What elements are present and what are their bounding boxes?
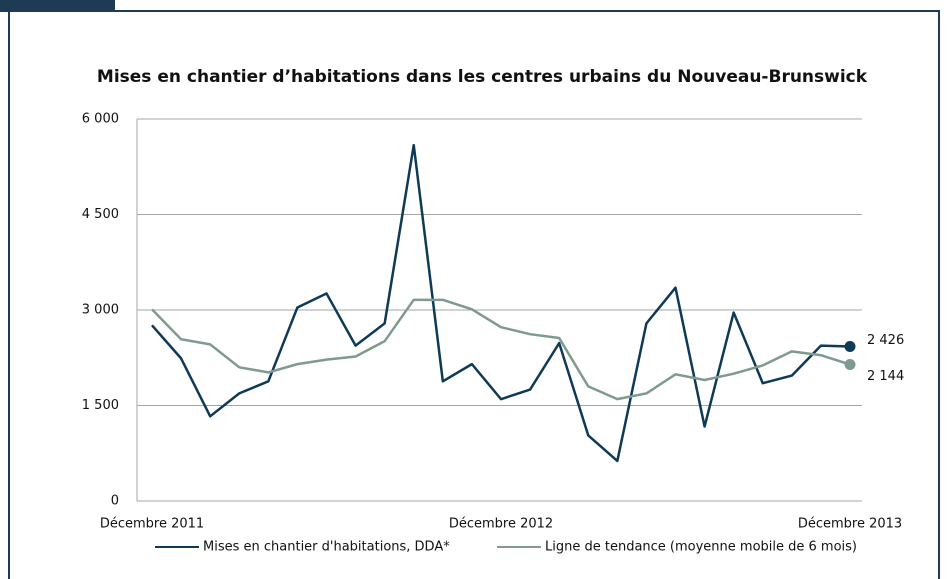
- x-tick-label: Décembre 2012: [449, 517, 553, 532]
- x-tick-label: Décembre 2011: [100, 517, 204, 532]
- series-line: [151, 143, 851, 463]
- y-tick-label: 6 000: [82, 112, 119, 127]
- chart-title: Mises en chantier d’habitations dans les…: [97, 67, 868, 87]
- value-label: 2 426: [867, 333, 904, 348]
- header-tab: [0, 0, 115, 12]
- legend-label: Mises en chantier d'habitations, DDA*: [203, 540, 450, 555]
- legend-label: Ligne de tendance (moyenne mobile de 6 m…: [545, 540, 857, 555]
- y-tick-label: 0: [111, 494, 119, 509]
- end-point: [844, 341, 856, 353]
- end-point: [844, 358, 856, 370]
- y-tick-label: 4 500: [82, 207, 119, 222]
- frame: [8, 10, 940, 579]
- y-tick-label: 3 000: [82, 303, 119, 318]
- value-label: 2 144: [867, 369, 904, 384]
- x-tick-label: Décembre 2013: [798, 517, 902, 532]
- y-tick-label: 1 500: [82, 398, 119, 413]
- series-line: [151, 298, 851, 401]
